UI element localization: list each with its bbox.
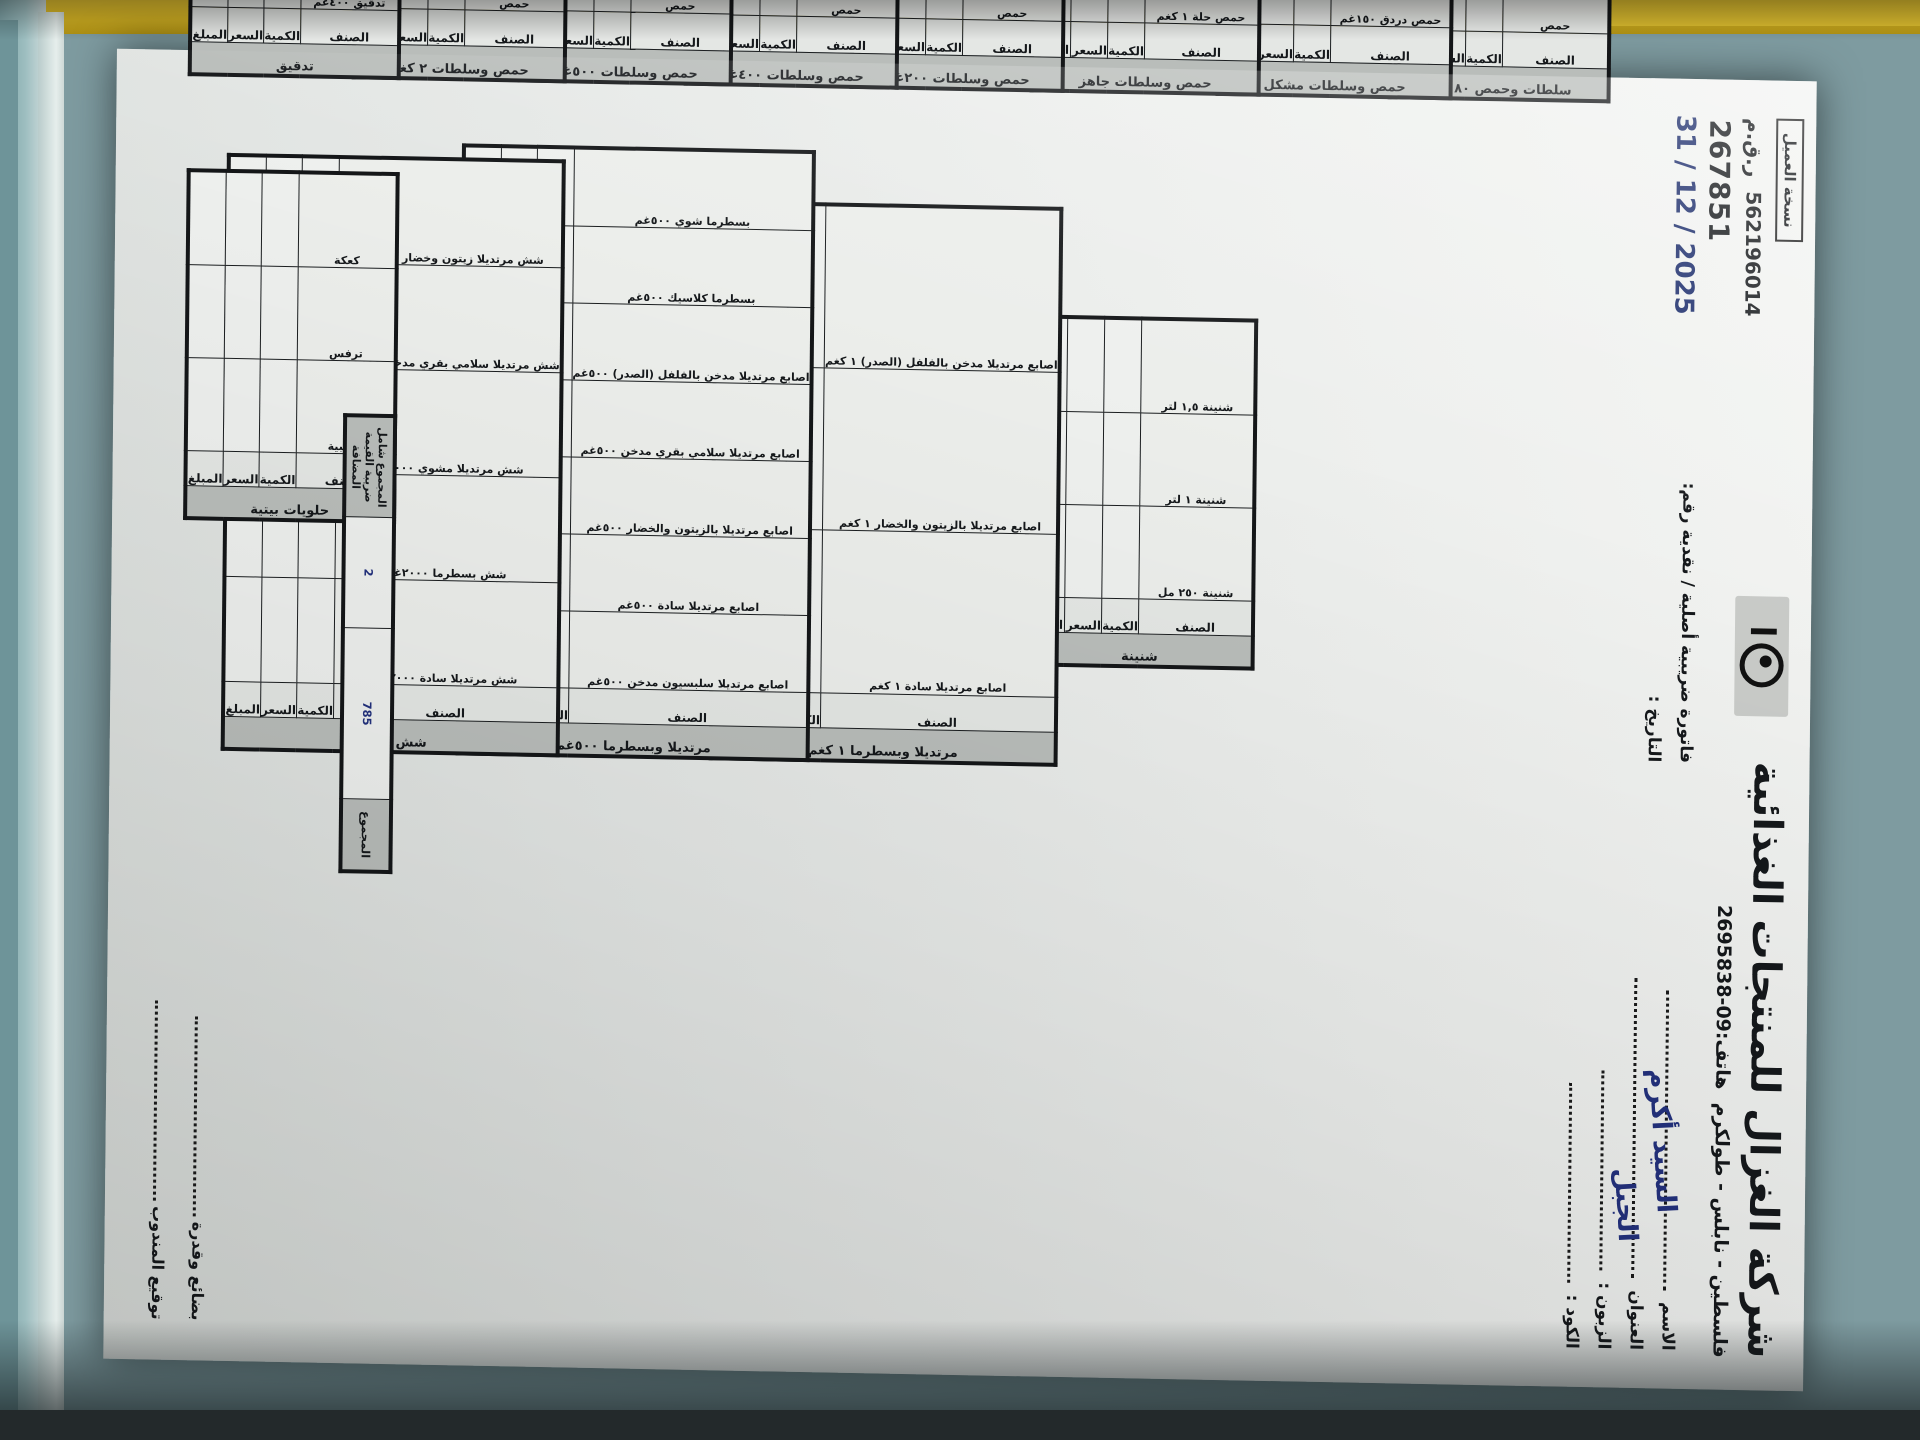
col-header-item: الصنف — [568, 687, 809, 728]
product-name-cell: اصابع مرتديلا سلبسيون مدخن ٥٠٠غم — [568, 610, 810, 693]
signature-label-2: توقيع المندوب — [147, 1205, 168, 1320]
company-address: فلسطين - نابلس - طولكرم هاتف:09-2695838 — [1708, 717, 1737, 1358]
col-header-item: الصنف — [1138, 598, 1254, 637]
gazelle-eye-icon — [1739, 642, 1784, 688]
col-header-qty: الكمية — [1101, 598, 1139, 634]
cell-amount[interactable] — [223, 576, 262, 683]
field-zone: الزبون : — [1593, 789, 1621, 1350]
section-title: حمص وسلطات جاهز — [1031, 57, 1259, 95]
cell-qty[interactable] — [1103, 317, 1142, 413]
col-header-amount: المبلغ — [223, 681, 261, 718]
cell-qty[interactable] — [261, 171, 300, 267]
invoice-date: 2025 / 12 / 31 — [1668, 114, 1701, 316]
vat-inclusive-note: المجموع شامل ضريبة القيمة المضافة — [344, 415, 396, 518]
product-name-cell: شنينة ١,٥ لتر — [1140, 318, 1257, 416]
table-row: الكمية — [259, 171, 300, 521]
cell-price[interactable] — [1065, 411, 1104, 506]
product-name-cell: شنينة ٢٥٠ مل — [1138, 505, 1255, 602]
invoice-header: ا شركة الغزال للمنتجات الغذائية فلسطين -… — [1561, 104, 1805, 1365]
product-name-cell: شنينة ١ لتر — [1139, 412, 1256, 509]
product-name-cell: اصابع مرتديلا مدخن بالفلفل (الصدر) ٥٠٠غم — [571, 303, 813, 385]
company-phone: 09-2695838 — [1711, 904, 1736, 1033]
product-name-cell: بسطرما شوي ٥٠٠غم — [573, 147, 814, 231]
signature-input-1[interactable] — [192, 1016, 210, 1217]
invoice-tables: سلطات وحمص ١٨٠غمالصنفحمصباذنجانملفوفخضار… — [183, 0, 1817, 1391]
code-input[interactable] — [1567, 1082, 1587, 1283]
col-header-price: السعر — [1064, 597, 1102, 634]
invoice-paper-wrapper: ا شركة الغزال للمنتجات الغذائية فلسطين -… — [103, 0, 1817, 1392]
col-header-amount: المبلغ — [185, 450, 224, 487]
table-row: المبلغ — [185, 170, 227, 519]
product-name-cell: اصابع مرتديلا بالزيتون والخضار ٥٠٠غم — [570, 456, 811, 539]
product-name-cell: اصابع مرتديلا سادة ١ كغم — [821, 530, 1058, 697]
invoice-number: 267851 — [1702, 119, 1737, 243]
cell-qty[interactable] — [259, 359, 298, 453]
book-page-edge — [38, 12, 64, 1432]
section-title: شنينة — [1025, 631, 1253, 669]
signature-label-1: بضائع وقدرة — [187, 1221, 208, 1321]
col-header-price: السعر — [260, 682, 297, 718]
col-header-qty: الكمية — [296, 682, 334, 719]
signature-input-2[interactable] — [152, 1000, 171, 1201]
cell-amount[interactable] — [187, 264, 226, 359]
cell-qty[interactable] — [1101, 505, 1140, 599]
cell-qty[interactable] — [296, 577, 335, 684]
product-name-cell: ترفس — [297, 266, 397, 362]
company-logo: ا — [1734, 595, 1790, 717]
invoice-title: فاتورة ضريبية أصلية / نقدية رقم: — [1676, 482, 1699, 763]
invoice-paper: ا شركة الغزال للمنتجات الغذائية فلسطين -… — [103, 0, 1817, 1392]
product-name-cell: اصابع مرتديلا سلامي بقري مدخن ٥٠٠غم — [570, 379, 812, 462]
field-code: الكود : — [1561, 789, 1589, 1349]
product-name-cell: اصابع مرتديلا بالزيتون والخضار ١ كغم — [822, 368, 1060, 535]
copy-note: نسخة العميل — [1775, 118, 1805, 242]
teal-surface-left-shadow — [0, 20, 18, 1420]
cell-price[interactable] — [225, 170, 263, 267]
phone-label: هاتف: — [1711, 1031, 1734, 1090]
cell-price[interactable] — [260, 577, 298, 683]
grand-total-value[interactable]: 785 — [341, 627, 393, 800]
invoice-date-field: التاريخ : — [1644, 695, 1665, 762]
dark-surface-bottom — [0, 1410, 1920, 1440]
vat-number: 562196014 ر.ق.م — [1740, 118, 1766, 317]
vat-number-value: 562196014 — [1740, 191, 1766, 317]
cell-price[interactable] — [1066, 317, 1105, 413]
grand-total-label: المجموع — [340, 798, 392, 873]
company-name: شركة الغزال للمنتجات الغذائية — [1738, 761, 1791, 1359]
vat-label: ر.ق.م — [1741, 117, 1767, 178]
cell-price[interactable] — [224, 265, 262, 360]
cell-price[interactable] — [1064, 504, 1103, 599]
signature-line-2: توقيع المندوب — [147, 1000, 171, 1320]
logo-glyph: ا — [1741, 625, 1783, 638]
handwritten-customer-address: الجبل — [1607, 1167, 1644, 1243]
col-header-price: السعر — [223, 451, 260, 488]
cell-amount[interactable] — [188, 170, 227, 266]
product-name-cell: اصابع مرتديلا سادة ٥٠٠غم — [569, 533, 810, 616]
cell-amount[interactable] — [186, 357, 225, 452]
col-header-item: الصنف — [820, 692, 1057, 733]
product-name-cell: كعكة — [298, 172, 398, 269]
cell-price[interactable] — [223, 358, 261, 453]
product-name-cell: بسطرما كلاسيك ٥٠٠غم — [572, 226, 814, 308]
invoice-title-text: فاتورة ضريبية أصلية / نقدية رقم: — [1675, 482, 1699, 764]
cell-qty[interactable] — [260, 266, 299, 360]
signature-line-1: بضائع وقدرة — [188, 1016, 210, 1321]
table-row: السعر — [1064, 317, 1105, 666]
cell-qty[interactable] — [1102, 412, 1141, 506]
table-row: الكمية — [1101, 317, 1142, 667]
product-name-cell: اصابع مرتديلا مدخن بالفلفل (الصدر) ١ كغم — [824, 204, 1062, 373]
col-header-qty: الكمية — [259, 452, 297, 488]
date-label: التاريخ : — [1643, 695, 1665, 763]
company-block: شركة الغزال للمنتجات الغذائية فلسطين - ن… — [1708, 717, 1791, 1359]
section-title: تدقيق — [190, 41, 400, 79]
table-row: السعر — [223, 170, 263, 520]
grand-total-mark[interactable]: 2 — [342, 516, 395, 629]
